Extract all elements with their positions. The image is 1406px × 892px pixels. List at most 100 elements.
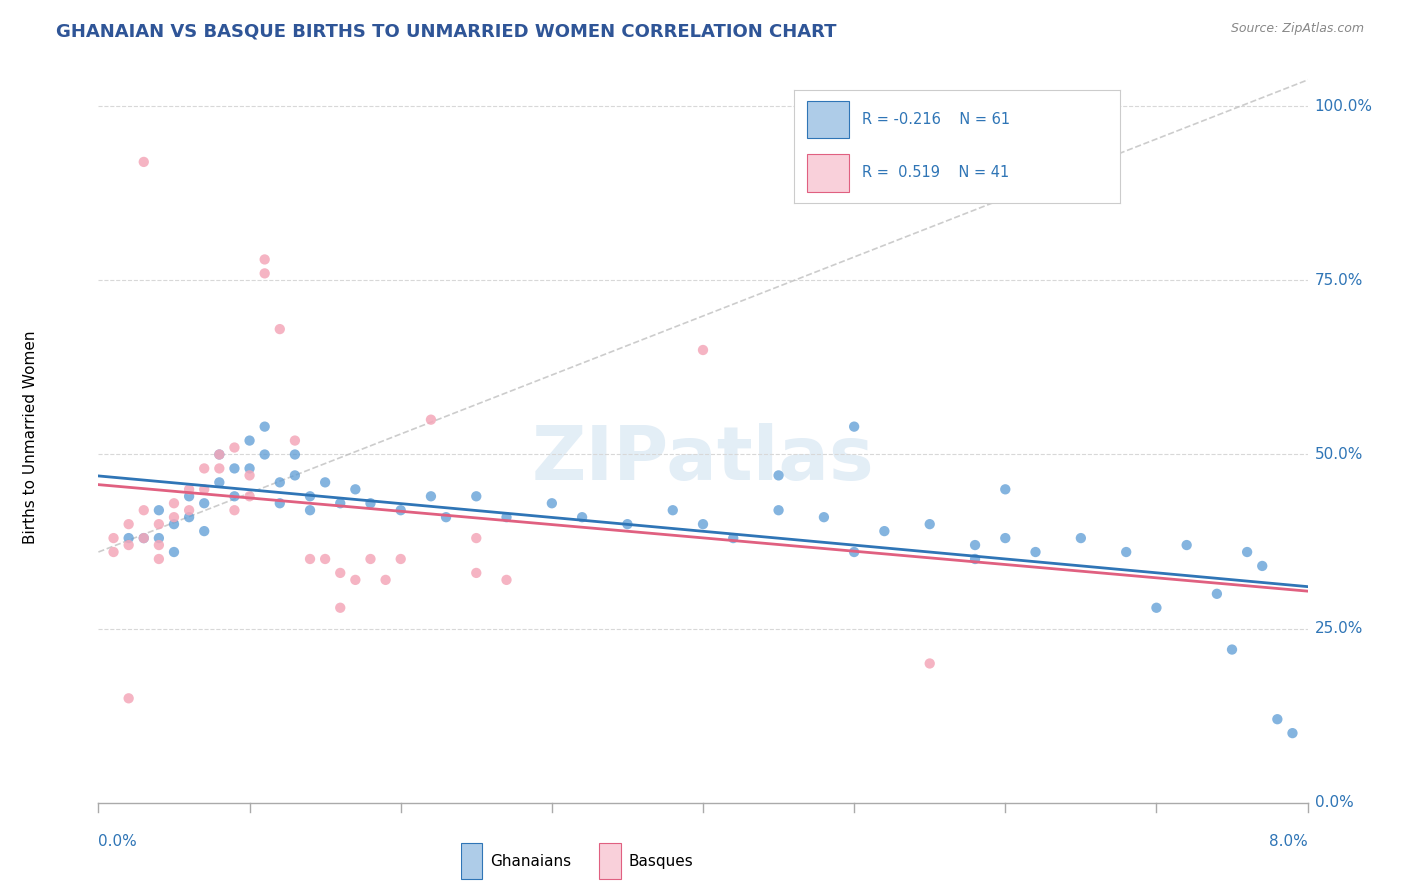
Point — [269, 322, 291, 336]
Point — [813, 510, 835, 524]
Point — [193, 524, 215, 538]
Point — [1236, 545, 1258, 559]
Point — [465, 566, 488, 580]
Point — [179, 489, 201, 503]
Point — [540, 496, 562, 510]
Text: 100.0%: 100.0% — [1315, 99, 1372, 113]
Point — [465, 531, 488, 545]
Point — [359, 496, 381, 510]
Text: 50.0%: 50.0% — [1315, 447, 1362, 462]
Point — [918, 657, 941, 671]
Point — [965, 538, 987, 552]
Point — [314, 552, 336, 566]
Point — [208, 448, 231, 462]
Point — [163, 510, 186, 524]
Point — [434, 510, 457, 524]
Point — [284, 468, 307, 483]
Point — [1115, 545, 1137, 559]
Point — [299, 489, 322, 503]
Text: GHANAIAN VS BASQUE BIRTHS TO UNMARRIED WOMEN CORRELATION CHART: GHANAIAN VS BASQUE BIRTHS TO UNMARRIED W… — [56, 22, 837, 40]
Point — [768, 468, 790, 483]
Point — [768, 503, 790, 517]
Point — [208, 448, 231, 462]
Text: 25.0%: 25.0% — [1315, 621, 1362, 636]
Point — [1205, 587, 1229, 601]
Point — [239, 434, 262, 448]
Text: 8.0%: 8.0% — [1268, 834, 1308, 849]
Point — [465, 489, 488, 503]
Point — [1144, 600, 1167, 615]
Point — [495, 573, 517, 587]
Point — [193, 496, 215, 510]
Point — [873, 524, 896, 538]
Point — [419, 489, 441, 503]
Point — [103, 545, 125, 559]
Text: ZIPatlas: ZIPatlas — [531, 423, 875, 496]
Point — [148, 531, 170, 545]
Point — [1251, 558, 1274, 573]
Point — [148, 538, 170, 552]
Text: 0.0%: 0.0% — [98, 834, 138, 849]
Text: 0.0%: 0.0% — [1315, 796, 1354, 810]
Point — [224, 489, 246, 503]
Point — [299, 552, 322, 566]
Point — [163, 517, 186, 532]
Point — [419, 412, 441, 426]
Point — [692, 343, 714, 357]
Point — [344, 483, 367, 497]
Point — [571, 510, 593, 524]
Point — [118, 538, 141, 552]
Point — [148, 517, 170, 532]
Point — [284, 434, 307, 448]
Point — [284, 448, 307, 462]
Point — [253, 448, 276, 462]
Point — [918, 517, 941, 532]
Point — [132, 155, 155, 169]
Point — [253, 266, 276, 280]
Point — [299, 503, 322, 517]
Point — [616, 517, 638, 532]
Point — [118, 531, 141, 545]
Point — [224, 441, 246, 455]
Point — [389, 503, 412, 517]
Point — [1070, 531, 1092, 545]
Point — [193, 483, 215, 497]
Point — [359, 552, 381, 566]
Point — [269, 475, 291, 490]
Point — [118, 517, 141, 532]
Point — [132, 531, 155, 545]
Point — [1175, 538, 1198, 552]
Point — [163, 545, 186, 559]
Point — [692, 517, 714, 532]
Point — [965, 552, 987, 566]
Point — [179, 483, 201, 497]
Point — [329, 496, 352, 510]
Point — [1220, 642, 1243, 657]
Point — [389, 552, 412, 566]
Point — [329, 566, 352, 580]
Point — [994, 483, 1017, 497]
Point — [208, 461, 231, 475]
Point — [132, 503, 155, 517]
Point — [193, 461, 215, 475]
Point — [224, 461, 246, 475]
Point — [661, 503, 683, 517]
Point — [253, 252, 276, 267]
Point — [1281, 726, 1303, 740]
Point — [224, 503, 246, 517]
Point — [179, 510, 201, 524]
Point — [994, 531, 1017, 545]
Text: Source: ZipAtlas.com: Source: ZipAtlas.com — [1230, 22, 1364, 36]
Point — [374, 573, 396, 587]
Point — [148, 552, 170, 566]
Point — [253, 419, 276, 434]
Text: 75.0%: 75.0% — [1315, 273, 1362, 288]
Text: Births to Unmarried Women: Births to Unmarried Women — [24, 330, 38, 544]
Point — [314, 475, 336, 490]
Point — [329, 600, 352, 615]
Point — [239, 468, 262, 483]
Point — [163, 496, 186, 510]
Point — [239, 489, 262, 503]
Point — [269, 496, 291, 510]
Point — [1265, 712, 1288, 726]
